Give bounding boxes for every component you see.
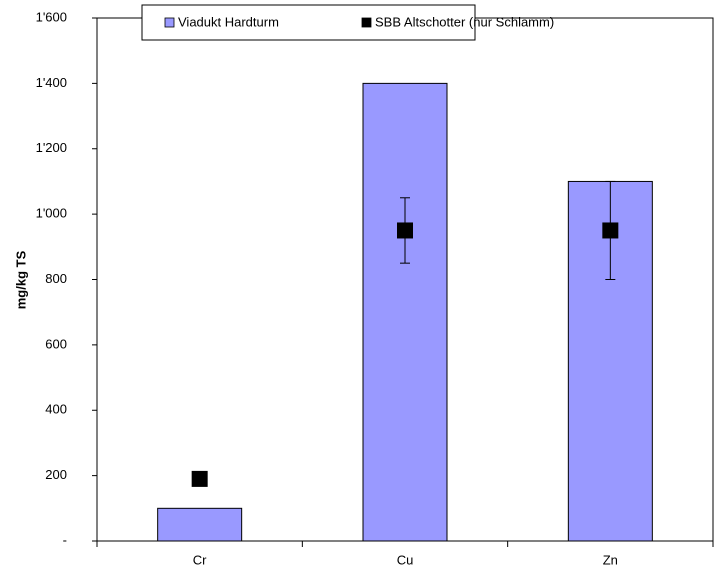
legend-swatch: [361, 17, 372, 28]
x-tick-label: Zn: [603, 552, 618, 567]
x-tick-label: Cu: [397, 552, 414, 567]
legend-label: Viadukt Hardturm: [178, 14, 279, 29]
marker: [397, 222, 413, 239]
bar: [362, 82, 448, 542]
y-tick-label: 800: [45, 271, 67, 286]
legend-swatch: [164, 17, 175, 28]
y-tick-label: 1'200: [36, 140, 67, 155]
marker: [191, 470, 208, 487]
legend: [141, 4, 476, 41]
marker: [602, 222, 619, 239]
y-tick-label: 1'400: [36, 75, 67, 90]
y-tick-label: 600: [45, 336, 67, 351]
y-tick-label: -: [63, 532, 67, 547]
legend-label: SBB Altschotter (nur Schlamm): [375, 14, 554, 29]
y-tick-label: 1'000: [36, 206, 67, 221]
y-axis-label: mg/kg TS: [13, 250, 28, 309]
bar: [157, 507, 243, 542]
y-tick-label: 400: [45, 402, 67, 417]
y-tick-label: 1'600: [36, 9, 67, 24]
y-tick-label: 200: [45, 467, 67, 482]
x-tick-label: Cr: [193, 552, 207, 567]
